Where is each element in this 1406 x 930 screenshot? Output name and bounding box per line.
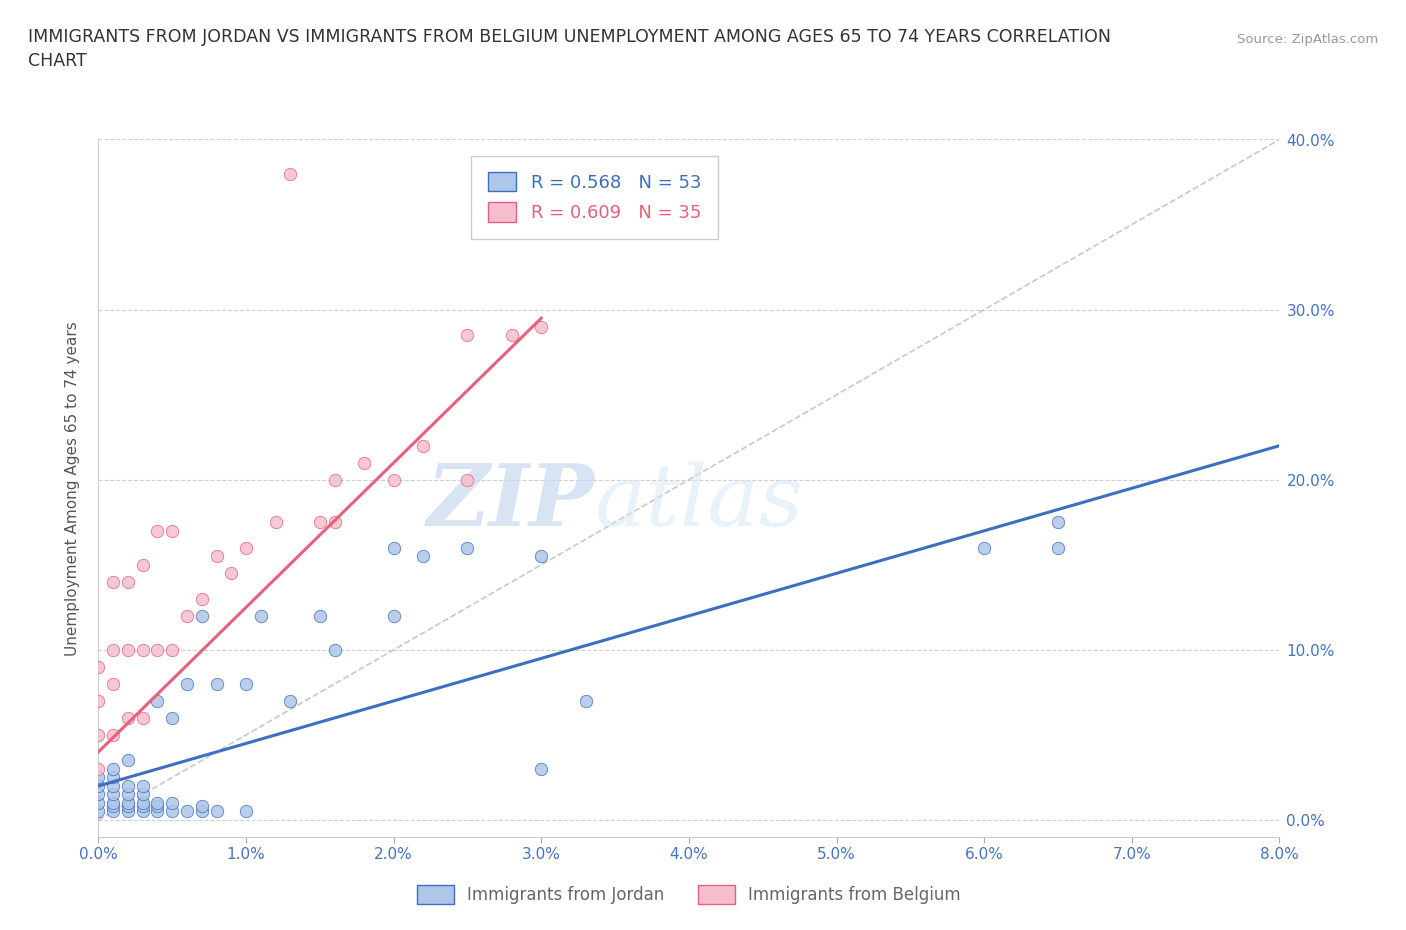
Point <box>235 804 257 819</box>
Point <box>87 778 110 793</box>
Legend: R = 0.568   N = 53, R = 0.609   N = 35: R = 0.568 N = 53, R = 0.609 N = 35 <box>471 155 717 239</box>
Point <box>146 643 169 658</box>
Point <box>117 753 139 768</box>
Point <box>973 540 995 555</box>
Point <box>87 762 110 777</box>
Point <box>87 795 110 810</box>
Point <box>162 795 183 810</box>
Point <box>278 694 302 709</box>
Point <box>117 575 139 590</box>
Point <box>146 799 169 814</box>
Text: atlas: atlas <box>595 461 804 543</box>
Point <box>382 608 405 623</box>
Point <box>382 540 405 555</box>
Point <box>103 778 125 793</box>
Point <box>132 711 155 725</box>
Point <box>117 711 139 725</box>
Point <box>308 515 332 530</box>
Point <box>191 804 214 819</box>
Point <box>132 799 155 814</box>
Y-axis label: Unemployment Among Ages 65 to 74 years: Unemployment Among Ages 65 to 74 years <box>65 321 80 656</box>
Point <box>176 608 198 623</box>
Text: ZIP: ZIP <box>426 460 595 544</box>
Point <box>117 787 139 802</box>
Point <box>87 659 110 674</box>
Point <box>205 549 228 564</box>
Point <box>132 557 155 572</box>
Point <box>103 787 125 802</box>
Point <box>162 711 183 725</box>
Point <box>117 799 139 814</box>
Point <box>412 549 434 564</box>
Text: Source: ZipAtlas.com: Source: ZipAtlas.com <box>1237 33 1378 46</box>
Point <box>103 770 125 785</box>
Text: IMMIGRANTS FROM JORDAN VS IMMIGRANTS FROM BELGIUM UNEMPLOYMENT AMONG AGES 65 TO : IMMIGRANTS FROM JORDAN VS IMMIGRANTS FRO… <box>28 28 1111 70</box>
Point <box>191 799 214 814</box>
Point <box>103 727 125 742</box>
Point <box>87 770 110 785</box>
Point <box>382 472 405 487</box>
Point <box>456 540 478 555</box>
Point <box>103 676 125 691</box>
Point <box>530 762 553 777</box>
Point <box>219 565 242 580</box>
Point <box>530 549 553 564</box>
Point <box>264 515 287 530</box>
Point <box>1046 515 1069 530</box>
Point <box>176 804 198 819</box>
Point <box>205 676 228 691</box>
Point <box>103 643 125 658</box>
Point <box>103 799 125 814</box>
Point <box>117 778 139 793</box>
Point <box>530 319 553 334</box>
Point <box>87 694 110 709</box>
Point <box>235 540 257 555</box>
Point <box>205 804 228 819</box>
Point <box>501 327 523 342</box>
Point <box>132 804 155 819</box>
Point <box>278 166 302 181</box>
Legend: Immigrants from Jordan, Immigrants from Belgium: Immigrants from Jordan, Immigrants from … <box>409 877 969 912</box>
Point <box>162 643 183 658</box>
Point <box>132 787 155 802</box>
Point <box>1046 540 1069 555</box>
Point <box>146 795 169 810</box>
Point <box>146 694 169 709</box>
Point <box>456 327 478 342</box>
Point <box>103 575 125 590</box>
Point <box>323 515 346 530</box>
Point <box>117 804 139 819</box>
Point <box>162 804 183 819</box>
Point <box>235 676 257 691</box>
Point <box>87 787 110 802</box>
Point <box>117 795 139 810</box>
Point <box>162 524 183 538</box>
Point <box>323 643 346 658</box>
Point <box>456 472 478 487</box>
Point <box>146 804 169 819</box>
Point <box>103 762 125 777</box>
Point <box>323 472 346 487</box>
Point <box>103 804 125 819</box>
Point <box>353 456 375 471</box>
Point <box>191 608 214 623</box>
Point <box>103 795 125 810</box>
Point <box>308 608 332 623</box>
Point <box>250 608 273 623</box>
Point <box>132 778 155 793</box>
Point <box>117 643 139 658</box>
Point <box>132 795 155 810</box>
Point <box>87 804 110 819</box>
Point <box>412 438 434 453</box>
Point <box>176 676 198 691</box>
Point <box>87 727 110 742</box>
Point <box>191 591 214 606</box>
Point <box>132 643 155 658</box>
Point <box>146 524 169 538</box>
Point <box>574 694 596 709</box>
